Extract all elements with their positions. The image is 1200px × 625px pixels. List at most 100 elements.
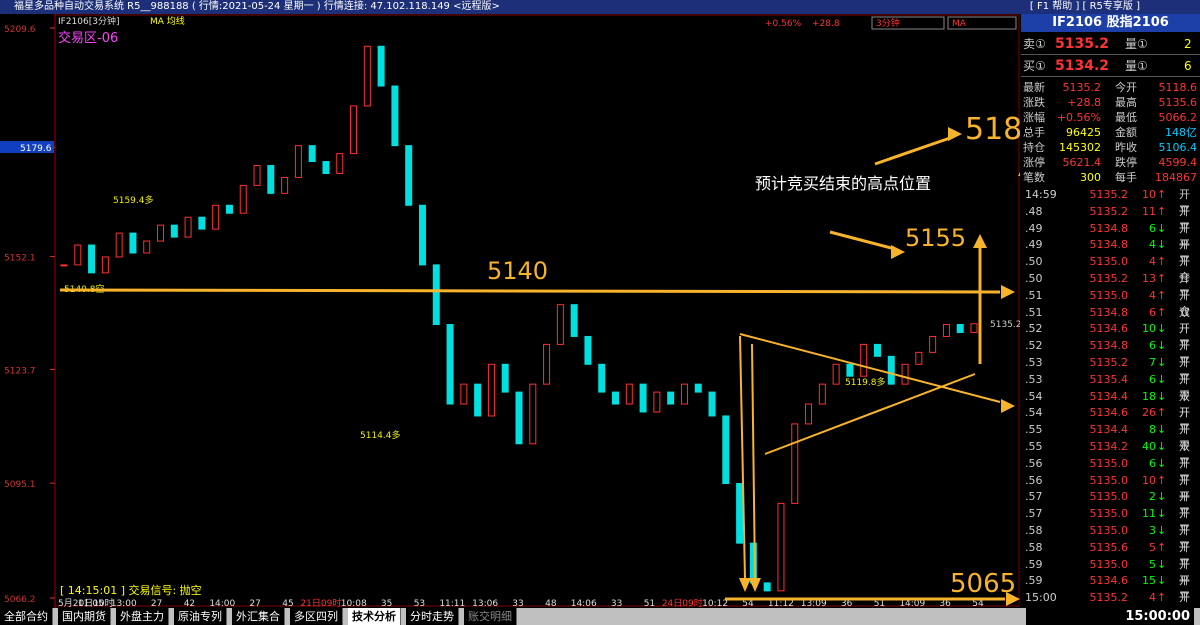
arrow-line [739,335,746,580]
trade-row: .57 5135.0 2 ↓ 开平 [1021,489,1200,519]
trade-row: .52 5134.6 10 ↓ 开平 [1021,321,1200,351]
x-tick-label: 51 [874,599,885,608]
trade-cell: 双平 [1179,440,1190,469]
book-cell: 量① [1125,37,1148,51]
trade-cell: 5134.8 [1089,339,1129,353]
candle [832,363,840,385]
trade-cell: 开仓 [1179,255,1190,285]
zone: 交易区-06 [58,30,118,46]
change: +28.8 [812,19,840,29]
kline-chart: 5209.65179.65152.15123.75095.15066.25179… [0,14,1020,608]
trade-cell: 开平 [1179,456,1190,486]
x-tick-label: 27 [249,599,260,608]
trade-cell: ↑ [1157,406,1167,420]
stat-cell: 涨停 [1023,156,1045,169]
window-title: 福星多品种自动交易系统 R5__988188 ( 行情:2021-05-24 星… [14,1,500,12]
trade-cell: 5135.0 [1089,288,1129,302]
x-tick-label: 45 [282,599,293,608]
trade-row: 14:59 5135.2 10 ↑ 开平 [1021,187,1200,217]
candle [873,343,881,357]
signal: [ 14:15:01 ] 交易信号: 抛空 [60,583,202,597]
trade-cell: ↑ [1157,288,1167,302]
candle [860,343,868,377]
annotation: 5155 [905,224,966,252]
candle [791,423,799,504]
trade-row: .59 5134.6 15 ↓ 开平 [1021,573,1200,603]
x-tick-label: 24日09时 [662,597,703,608]
tab[interactable]: 外盘主力 [116,608,169,625]
trade-cell: ↓ [1157,440,1167,453]
trade-cell: .48 [1025,204,1043,218]
stat-cell: 涨跌 [1023,96,1045,109]
x-tick-label: 5月20日10时 [58,597,114,608]
x-tick-label: 11:11 [439,599,465,608]
x-tick-label: 13:06 [472,599,498,608]
tab[interactable]: 技术分析 [348,608,401,625]
stat-cell: 5066.2 [1158,111,1198,124]
trade-cell: .50 [1025,255,1043,269]
clock: 15:00:00 [1026,608,1194,625]
trade-cell: .57 [1025,507,1043,521]
trade-cell: .56 [1025,473,1043,487]
candle [598,363,606,393]
trade-cell: ↑ [1157,540,1167,554]
x-tick-label: 11:05 [78,599,104,608]
candle [212,204,220,230]
x-tick-label: 14:00 [209,599,235,608]
tab[interactable]: 原油专列 [174,608,227,625]
trade-row: .58 5135.6 5 ↑ 开平 [1021,540,1200,570]
stat-cell: +0.56% [1056,111,1101,124]
book-cell: 5135.2 [1055,36,1110,52]
tab[interactable]: 国内期货 [58,608,111,625]
candle [88,244,96,274]
trade-cell: .51 [1025,288,1043,302]
tab[interactable]: 分时走势 [406,608,459,625]
candle [432,264,440,326]
candle [653,391,661,413]
trade-cell: 开平 [1179,524,1190,553]
trade-cell: 开平 [1179,406,1190,436]
x-tick-label: 10:08 [341,599,367,608]
trade-cell: 5134.8 [1089,305,1129,319]
trade-row: .48 5135.2 11 ↑ 开平 [1021,204,1200,234]
candle [777,502,785,592]
trade-cell: .56 [1025,456,1043,470]
annotation: 5065 [950,569,1016,599]
trade-cell: 5134.6 [1089,574,1129,588]
trade-cell: .55 [1025,440,1043,453]
candle [115,232,123,258]
stat-cell: 今开 [1115,81,1137,94]
trade-cell: 开平 [1179,423,1190,453]
trade-row: .49 5134.8 6 ↓ 开平 [1021,221,1200,251]
candle [901,363,909,385]
y-tick-label: 5209.6 [4,25,36,35]
tab[interactable]: 外汇集合 [232,608,285,625]
trade-cell: 开平 [1179,540,1190,570]
arrow-head [1018,172,1020,176]
menu[interactable]: [ F1 帮助 ] [ R5专享版 ] [1029,1,1140,12]
book-cell: 买① [1023,59,1046,73]
trade-cell: 5134.6 [1089,322,1129,336]
candle [887,355,895,385]
tab[interactable]: 账交明细 [464,608,517,625]
tab[interactable]: 全部合约 [0,608,53,625]
tab[interactable]: 多区四列 [290,608,343,625]
book-cell: 卖① [1023,37,1046,51]
trade-cell: 开平 [1179,356,1190,385]
y-tick-label: 5123.7 [4,366,36,376]
change-pct: +0.56% [765,19,802,29]
x-tick-label: 36 [939,599,951,608]
trade-cell: 5135.0 [1089,255,1129,269]
trade-cell: .53 [1025,356,1043,369]
arrow-line [829,230,896,251]
trade-cell: ↓ [1157,557,1167,571]
x-tick-label: 27 [151,599,162,608]
candle [405,145,413,206]
trade-cell: ↑ [1157,473,1167,487]
trade-cell: 6 [1149,305,1156,319]
symbol: IF2106[3分钟] [58,15,119,27]
candle [170,224,178,238]
candle [929,335,937,353]
trade-cell: 6 [1149,339,1156,353]
arrow-line [59,288,1001,294]
